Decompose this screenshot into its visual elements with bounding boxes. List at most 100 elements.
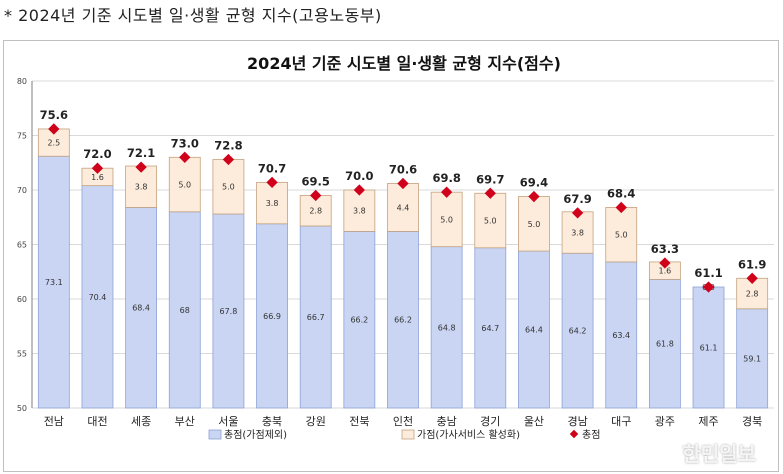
x-tick-label: 경남	[567, 415, 587, 428]
bar-base	[256, 223, 288, 409]
bar-bonus	[125, 165, 158, 208]
total-marker	[48, 123, 60, 135]
bar-bonus	[343, 189, 376, 232]
total-value-label: 70.0	[345, 169, 373, 183]
y-tick-label: 75	[17, 132, 27, 141]
watermark-text: 한민일보	[682, 442, 756, 466]
total-value-label: 73.0	[171, 136, 199, 150]
bar-base	[648, 278, 681, 409]
bar-base	[81, 185, 114, 409]
legend-swatch-total	[569, 429, 579, 439]
y-tick-label: 70	[17, 186, 27, 195]
base-value-label: 68.4	[132, 304, 150, 313]
bar-bonus	[387, 183, 419, 232]
bar-bonus	[518, 196, 550, 252]
total-value-label: 69.5	[302, 174, 330, 188]
base-value-label: 63.4	[612, 331, 630, 340]
bar-base	[518, 250, 550, 409]
chart-title: 2024년 기준 시도별 일·생활 균형 지수(점수)	[247, 54, 561, 73]
total-value-label: 70.6	[389, 162, 417, 176]
bar-base	[474, 247, 507, 409]
bonus-value-label: 5.0	[440, 215, 453, 224]
bonus-value-label: 2.8	[309, 207, 322, 216]
total-marker	[746, 272, 758, 284]
bonus-value-label: 3.8	[135, 183, 148, 192]
x-tick-label: 대구	[611, 415, 631, 428]
bar-base	[212, 213, 245, 409]
total-value-label: 70.7	[258, 161, 286, 175]
bar-bonus	[605, 207, 638, 263]
bonus-value-label: 5.0	[615, 231, 628, 240]
bar-bonus	[256, 181, 288, 225]
legend-swatch-bonus	[401, 429, 415, 440]
total-marker	[397, 177, 409, 190]
bar-chart: 2024년 기준 시도별 일·생활 균형 지수(점수) 50 55 60 65 70 75…	[17, 54, 774, 441]
x-tick-label: 광주	[655, 415, 675, 428]
bars: 73.1 2.5 75.6 70.4 1.6 72.0 68.4 3.8 72.1 68 5.0 73…	[37, 108, 769, 409]
x-tick-label: 부산	[175, 415, 195, 428]
x-tick-label: 전북	[349, 415, 369, 428]
bonus-value-label: 3.8	[266, 199, 279, 208]
base-value-label: 64.8	[438, 323, 456, 332]
total-marker	[266, 176, 278, 189]
total-value-label: 69.8	[432, 171, 460, 185]
total-value-label: 63.3	[651, 242, 679, 256]
base-value-label: 68	[180, 306, 190, 315]
bar-bonus	[430, 191, 463, 248]
x-tick-label: 충북	[262, 415, 282, 428]
bar-base	[605, 261, 638, 409]
bonus-value-label: 1.6	[91, 173, 104, 182]
x-axis: 전남 대전 세종 부산 서울 충북 강원 전북 인천 충남 경기 울산 경남 대구 광주 제주 경북	[44, 414, 763, 428]
legend-label-total: 총점	[582, 429, 600, 441]
x-tick-label: 인천	[393, 414, 413, 428]
base-value-label: 64.7	[481, 324, 499, 333]
total-value-label: 67.9	[563, 192, 591, 206]
bonus-value-label: 2.8	[746, 290, 759, 299]
total-value-label: 69.4	[520, 176, 548, 190]
base-value-label: 61.1	[700, 344, 718, 353]
chart-frame: 2024년 기준 시도별 일·생활 균형 지수(점수) 50 55 60 65 70 75…	[3, 40, 779, 472]
y-tick-label: 65	[17, 241, 27, 250]
bonus-value-label: 4.4	[397, 203, 410, 212]
bar-base	[37, 155, 70, 409]
total-marker	[222, 153, 235, 166]
base-value-label: 73.1	[45, 278, 63, 287]
total-value-label: 68.4	[607, 186, 635, 200]
base-value-label: 66.7	[307, 313, 325, 322]
bonus-value-label: 5.0	[528, 220, 541, 229]
total-marker	[615, 201, 627, 214]
base-value-label: 66.9	[263, 312, 281, 321]
bonus-value-label: 2.5	[47, 139, 60, 148]
y-tick-label: 50	[17, 404, 27, 413]
bonus-value-label: 3.8	[353, 207, 366, 216]
base-value-label: 64.4	[525, 326, 543, 335]
y-tick-label: 60	[17, 295, 27, 304]
bar-base	[343, 231, 376, 409]
y-tick-label: 55	[17, 350, 27, 359]
base-value-label: 61.8	[656, 340, 674, 349]
base-value-label: 66.2	[394, 316, 412, 325]
total-marker	[528, 190, 540, 203]
bar-base	[561, 252, 594, 409]
total-marker	[310, 189, 322, 202]
base-value-label: 70.4	[89, 293, 107, 302]
legend-label-bonus: 가점(가사서비스 활성화)	[417, 428, 520, 441]
bonus-value-label: 3.8	[571, 229, 584, 238]
x-tick-label: 제주	[698, 415, 718, 428]
bonus-value-label: 1.6	[659, 267, 672, 276]
x-tick-label: 경기	[480, 415, 500, 428]
y-tick-label: 80	[17, 77, 27, 86]
x-tick-label: 서울	[218, 415, 238, 428]
x-tick-label: 강원	[306, 415, 326, 428]
total-value-label: 72.0	[83, 147, 111, 161]
total-value-label: 69.7	[476, 172, 504, 186]
legend: 총점(가점제외) 가점(가사서비스 활성화) 총점	[208, 428, 600, 441]
x-tick-label: 세종	[131, 415, 151, 428]
bar-base	[387, 231, 419, 409]
base-value-label: 59.1	[743, 354, 761, 363]
base-value-label: 67.8	[220, 307, 238, 316]
legend-swatch-base	[208, 429, 222, 440]
total-marker	[440, 186, 453, 198]
total-marker	[484, 187, 496, 199]
total-value-label: 72.8	[214, 138, 242, 152]
